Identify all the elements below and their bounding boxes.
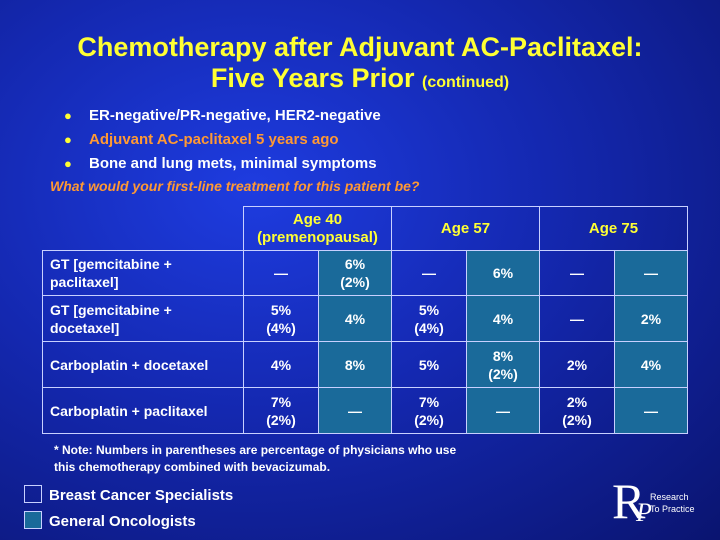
table-row: Carboplatin + docetaxel 4% 8% 5% 8% (2%) … bbox=[42, 341, 688, 388]
header-label: Age 57 bbox=[440, 219, 491, 237]
bullet-item: ● Adjuvant AC-paclitaxel 5 years ago bbox=[64, 128, 381, 152]
cell-specialist: 2% (2%) bbox=[539, 387, 615, 434]
title-line-2: Five Years Prior (continued) bbox=[0, 63, 720, 98]
legend-label: General Oncologists bbox=[49, 513, 196, 530]
cell-oncologist: — bbox=[614, 250, 688, 296]
research-to-practice-logo: R P Research To Practice bbox=[612, 473, 695, 529]
cell-specialist: 5% (4%) bbox=[391, 295, 467, 342]
bullet-item: ● Bone and lung mets, minimal symptoms bbox=[64, 152, 381, 176]
legend-label: Breast Cancer Specialists bbox=[49, 487, 234, 504]
cell-oncologist: 6% bbox=[466, 250, 540, 296]
footnote-line: this chemotherapy combined with bevacizu… bbox=[54, 460, 331, 474]
header-age-75: Age 75 bbox=[539, 206, 688, 251]
header-corner bbox=[42, 206, 244, 251]
footnote: * Note: Numbers in parentheses are perce… bbox=[54, 442, 456, 476]
title-main: Five Years Prior bbox=[210, 63, 415, 93]
bullet-item: ● ER-negative/PR-negative, HER2-negative bbox=[64, 104, 381, 128]
table-row: GT [gemcitabine + paclitaxel] — 6% (2%) — … bbox=[42, 250, 688, 296]
case-bullets: ● ER-negative/PR-negative, HER2-negative… bbox=[64, 104, 381, 176]
cell-oncologist: 6% (2%) bbox=[318, 250, 392, 296]
table-row: GT [gemcitabine + docetaxel] 5% (4%) 4% 5%… bbox=[42, 295, 688, 342]
bullet-icon: ● bbox=[64, 132, 72, 147]
table-header-row: Age 40 (premenopausal) Age 57 Age 75 bbox=[42, 206, 688, 251]
legend-swatch-outline bbox=[24, 485, 42, 503]
cell-oncologist: 4% bbox=[318, 295, 392, 342]
cell-specialist: — bbox=[539, 250, 615, 296]
bullet-icon: ● bbox=[64, 156, 72, 171]
row-label: GT [gemcitabine + paclitaxel] bbox=[42, 250, 244, 296]
footnote-line: * Note: Numbers in parentheses are perce… bbox=[54, 443, 457, 457]
cell-specialist: — bbox=[539, 295, 615, 342]
cell-specialist: 2% bbox=[539, 341, 615, 388]
bullet-text: ER-negative/PR-negative, HER2-negative bbox=[89, 107, 381, 124]
row-label: Carboplatin + docetaxel bbox=[42, 341, 244, 388]
cell-specialist: 5% (4%) bbox=[243, 295, 319, 342]
cell-oncologist: 8% (2%) bbox=[466, 341, 540, 388]
cell-oncologist: 4% bbox=[466, 295, 540, 342]
slide-title: Chemotherapy after Adjuvant AC-Paclitaxe… bbox=[0, 32, 720, 98]
cell-specialist: 4% bbox=[243, 341, 319, 388]
cell-specialist: — bbox=[391, 250, 467, 296]
title-line-1: Chemotherapy after Adjuvant AC-Paclitaxe… bbox=[77, 32, 643, 62]
header-age-57: Age 57 bbox=[391, 206, 540, 251]
bullet-icon: ● bbox=[64, 108, 72, 123]
results-table: Age 40 (premenopausal) Age 57 Age 75 GT … bbox=[42, 206, 688, 434]
header-age-40: Age 40 (premenopausal) bbox=[243, 206, 392, 251]
legend-specialists: Breast Cancer Specialists bbox=[24, 485, 233, 504]
survey-question: What would your first-line treatment for… bbox=[50, 178, 420, 194]
row-label: GT [gemcitabine + docetaxel] bbox=[42, 295, 244, 342]
title-suffix: (continued) bbox=[422, 74, 510, 91]
cell-oncologist: 8% bbox=[318, 341, 392, 388]
legend-swatch-teal bbox=[24, 511, 42, 529]
cell-oncologist: — bbox=[318, 387, 392, 434]
cell-oncologist: 2% bbox=[614, 295, 688, 342]
row-label: Carboplatin + paclitaxel bbox=[42, 387, 244, 434]
header-label: Age 75 bbox=[588, 219, 639, 237]
cell-specialist: 7% (2%) bbox=[243, 387, 319, 434]
bullet-text: Bone and lung mets, minimal symptoms bbox=[89, 155, 377, 172]
cell-specialist: — bbox=[243, 250, 319, 296]
table-row: Carboplatin + paclitaxel 7% (2%) — 7% (2%)… bbox=[42, 387, 688, 434]
cell-oncologist: — bbox=[466, 387, 540, 434]
cell-specialist: 7% (2%) bbox=[391, 387, 467, 434]
header-sublabel: (premenopausal) bbox=[257, 228, 378, 246]
legend-oncologists: General Oncologists bbox=[24, 511, 196, 530]
cell-specialist: 5% bbox=[391, 341, 467, 388]
header-label: Age 40 bbox=[292, 210, 343, 228]
cell-oncologist: — bbox=[614, 387, 688, 434]
cell-oncologist: 4% bbox=[614, 341, 688, 388]
bullet-text: Adjuvant AC-paclitaxel 5 years ago bbox=[89, 131, 339, 148]
